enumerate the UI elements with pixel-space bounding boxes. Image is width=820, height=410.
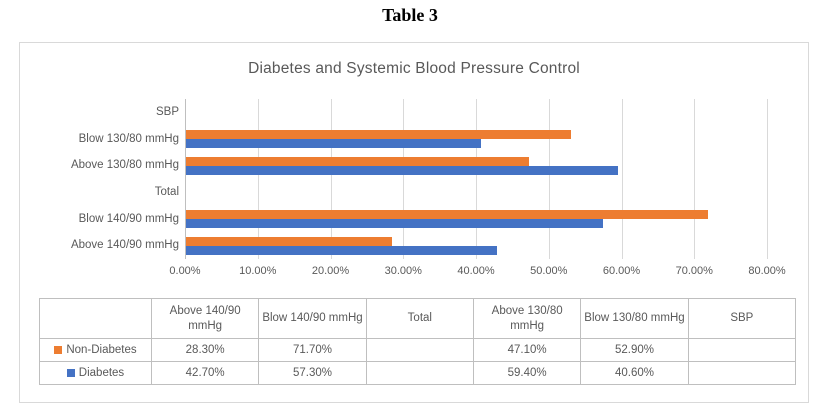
bar-non-diabetes — [186, 236, 392, 246]
x-tick-label: 40.00% — [457, 265, 495, 277]
category-row — [185, 179, 767, 206]
category-row — [185, 206, 767, 233]
plot-area — [185, 99, 768, 259]
x-tick-label: 60.00% — [602, 265, 641, 277]
table-value-cell: 47.10% — [472, 338, 582, 362]
table-value-cell: 59.40% — [472, 361, 582, 385]
category-label: Above 140/90 mmHg — [70, 239, 179, 252]
table-row: Diabetes 42.70% 57.30% 59.40% 40.60% — [39, 361, 797, 385]
legend-key-cell: Non-Diabetes — [39, 338, 152, 362]
table-value-cell: 40.60% — [580, 361, 689, 385]
table-column-header: Total — [365, 298, 474, 339]
table-header-row: Above 140/90 mmHg Blow 140/90 mmHg Total Ab… — [39, 298, 797, 339]
chart-title: Diabetes and Systemic Blood Pressure Con… — [248, 60, 580, 77]
legend-marker-icon — [66, 369, 75, 377]
series-name-label: Non-Diabetes — [66, 344, 137, 356]
category-label: Above 130/80 mmHg — [70, 159, 179, 172]
x-tick-label: 30.00% — [384, 265, 422, 277]
category-row — [185, 232, 767, 259]
table-column-header: Blow 140/90 mmHg — [258, 298, 367, 339]
bar-non-diabetes — [186, 156, 529, 166]
bar-non-diabetes — [186, 209, 708, 219]
bar-diabetes — [186, 218, 603, 228]
table-value-cell — [687, 338, 797, 362]
category-axis-line — [185, 99, 186, 259]
table-column-header: SBP — [687, 298, 797, 339]
table-corner-cell — [39, 298, 152, 339]
table-row: Non-Diabetes 28.30% 71.70% 47.10% 52.90% — [39, 338, 797, 362]
series-name-label: Diabetes — [78, 367, 125, 379]
x-tick-label: 10.00% — [239, 265, 277, 277]
x-tick-label: 50.00% — [530, 265, 568, 277]
gridline — [403, 99, 405, 259]
table-column-header: Above 140/90 mmHg — [150, 298, 260, 339]
gridline — [330, 99, 332, 259]
x-tick-label: 80.00% — [748, 265, 786, 277]
gridline — [476, 99, 477, 259]
category-row — [185, 152, 767, 179]
category-row — [185, 99, 767, 126]
legend-key-cell: Diabetes — [39, 361, 152, 385]
table-value-cell: 57.30% — [258, 361, 367, 385]
category-row — [185, 126, 767, 153]
category-label: Total — [154, 186, 179, 198]
data-table: Above 140/90 mmHg Blow 140/90 mmHg Total Ab… — [39, 298, 797, 385]
x-tick-label: 70.00% — [675, 265, 713, 277]
gridline — [694, 99, 696, 259]
category-label: Blow 140/90 mmHg — [78, 212, 179, 225]
table-value-cell: 52.90% — [580, 338, 689, 362]
category-label: Blow 130/80 mmHg — [78, 132, 179, 145]
page-title: Table 3 — [382, 5, 438, 25]
category-label: SBP — [155, 106, 179, 118]
table-value-cell: 42.70% — [150, 361, 260, 385]
bar-diabetes — [186, 165, 619, 175]
legend-marker-icon — [54, 346, 63, 354]
table-value-cell: 28.30% — [150, 338, 260, 362]
table-value-cell — [365, 338, 474, 362]
bar-diabetes — [186, 245, 497, 255]
table-column-header: Blow 130/80 mmHg — [580, 298, 689, 339]
gridline — [257, 99, 259, 259]
x-tick-label: 0.00% — [169, 265, 201, 277]
table-value-cell: 71.70% — [258, 338, 367, 362]
bar-diabetes — [186, 138, 482, 148]
table-column-header: Above 130/80 mmHg — [472, 298, 582, 339]
chart-frame: Diabetes and Systemic Blood Pressure Con… — [19, 42, 809, 403]
x-tick-label: 20.00% — [311, 265, 350, 277]
bar-non-diabetes — [186, 129, 571, 139]
table-value-cell — [365, 361, 474, 385]
gridline — [548, 99, 550, 259]
table-value-cell — [687, 361, 797, 385]
gridline — [767, 99, 768, 259]
gridline — [621, 99, 623, 259]
